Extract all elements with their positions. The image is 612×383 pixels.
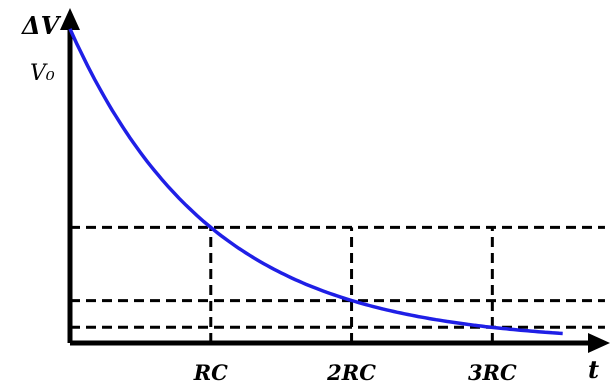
y-axis-arrow xyxy=(60,8,80,30)
axes xyxy=(60,8,610,353)
decay-curve xyxy=(68,28,563,336)
x-tick-label-3: 3RC xyxy=(468,360,517,383)
x-axis-label: t xyxy=(588,355,599,383)
x-tick-label-1: RC xyxy=(193,360,228,383)
x-tick-label-2: 2RC xyxy=(326,360,376,383)
y-start-label: V₀ xyxy=(30,61,55,86)
reference-dashes xyxy=(70,225,605,343)
y-axis-label: ΔV xyxy=(21,11,62,40)
x-tick-labels: RC 2RC 3RC xyxy=(193,360,517,383)
x-axis-arrow xyxy=(588,333,610,353)
